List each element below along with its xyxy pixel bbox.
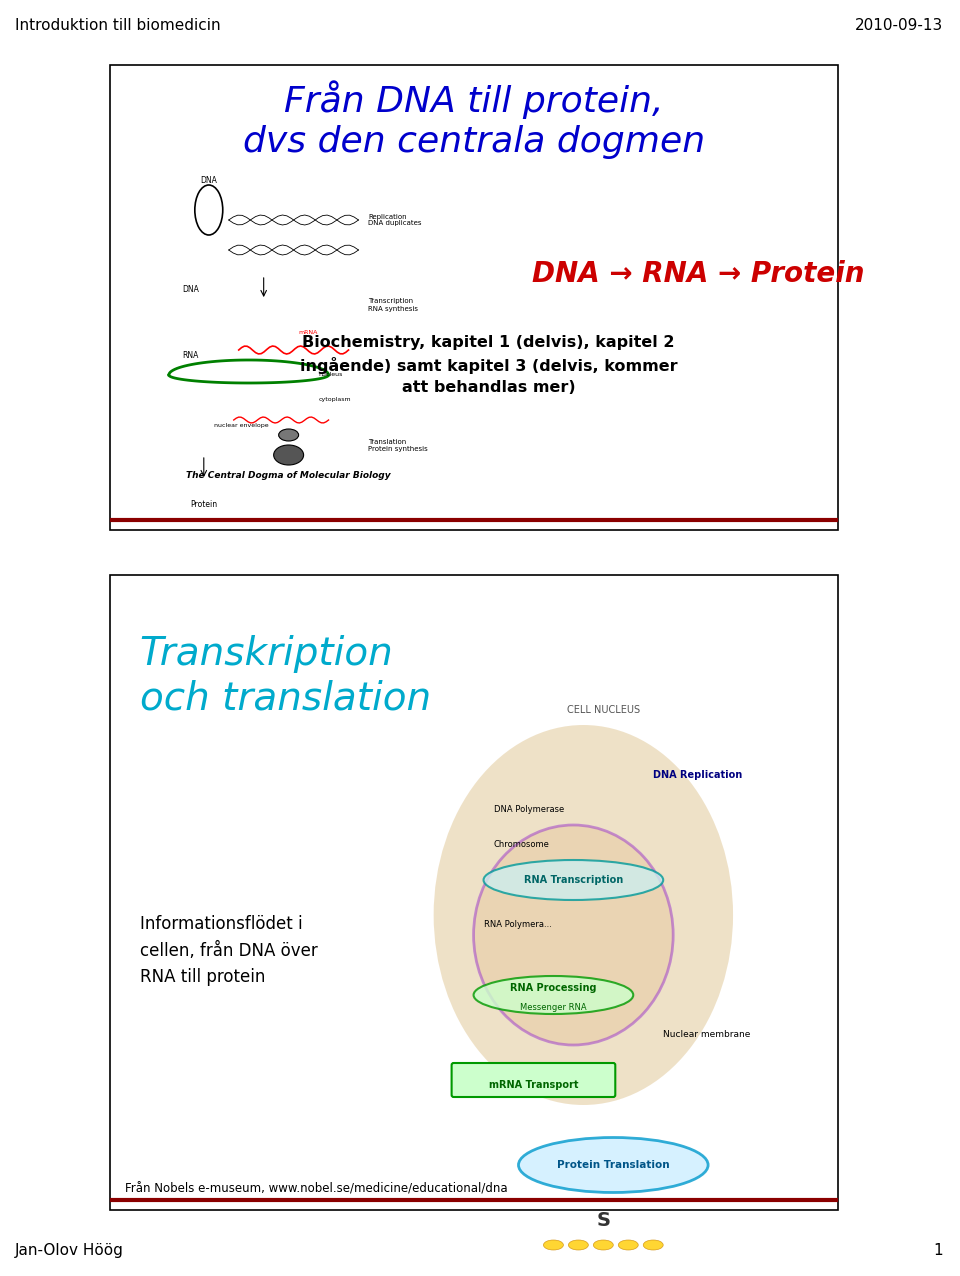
Text: DNA Replication: DNA Replication (653, 769, 742, 780)
Ellipse shape (274, 445, 303, 464)
Text: Från DNA till protein,: Från DNA till protein, (284, 80, 663, 119)
Text: S: S (596, 1211, 611, 1230)
Ellipse shape (543, 1240, 564, 1250)
Text: Nuclear membrane: Nuclear membrane (663, 1030, 751, 1039)
Text: RNA Processing: RNA Processing (510, 983, 597, 993)
Text: RNA Transcription: RNA Transcription (524, 875, 623, 886)
Ellipse shape (568, 1240, 588, 1250)
Text: RNA: RNA (182, 351, 199, 360)
Text: DNA → RNA → Protein: DNA → RNA → Protein (533, 260, 865, 288)
Text: Messenger RNA: Messenger RNA (520, 1003, 587, 1012)
Text: Introduktion till biomedicin: Introduktion till biomedicin (15, 18, 221, 33)
Text: cytoplasm: cytoplasm (319, 398, 351, 402)
Ellipse shape (278, 429, 299, 441)
Text: nuclear envelope: nuclear envelope (214, 422, 269, 427)
Text: CELL NUCLEUS: CELL NUCLEUS (566, 706, 640, 715)
Ellipse shape (618, 1240, 638, 1250)
Text: Chromosome: Chromosome (493, 840, 549, 849)
Ellipse shape (484, 860, 663, 900)
Text: nucleus: nucleus (319, 373, 343, 378)
Bar (109, 575, 838, 1210)
Text: dvs den centrala dogmen: dvs den centrala dogmen (243, 125, 706, 160)
Text: Jan-Olov Höög: Jan-Olov Höög (15, 1243, 124, 1258)
Bar (109, 65, 838, 530)
Text: DNA: DNA (201, 176, 217, 185)
Ellipse shape (473, 826, 673, 1045)
Text: mRNA Transport: mRNA Transport (489, 1079, 578, 1090)
FancyBboxPatch shape (451, 1063, 615, 1097)
Text: DNA: DNA (182, 286, 199, 295)
Text: DNA Polymerase: DNA Polymerase (493, 805, 564, 814)
Text: och translation: och translation (140, 680, 431, 718)
Text: Replication
DNA duplicates: Replication DNA duplicates (369, 213, 422, 227)
Text: The Central Dogma of Molecular Biology: The Central Dogma of Molecular Biology (186, 471, 391, 480)
Text: Biochemistry, kapitel 1 (delvis), kapitel 2
ingående) samt kapitel 3 (delvis, ko: Biochemistry, kapitel 1 (delvis), kapite… (300, 336, 678, 396)
Text: Protein Translation: Protein Translation (557, 1160, 670, 1170)
Text: 2010-09-13: 2010-09-13 (855, 18, 943, 33)
Text: Translation
Protein synthesis: Translation Protein synthesis (369, 439, 428, 452)
Ellipse shape (518, 1137, 708, 1193)
Text: 1: 1 (933, 1243, 943, 1258)
Text: mRNA: mRNA (299, 330, 318, 336)
Ellipse shape (195, 185, 223, 235)
Text: Transkription: Transkription (140, 635, 394, 672)
Text: Protein: Protein (190, 500, 217, 509)
Text: Transcription
RNA synthesis: Transcription RNA synthesis (369, 299, 419, 311)
Text: Från Nobels e-museum, www.nobel.se/medicine/educational/dna: Från Nobels e-museum, www.nobel.se/medic… (125, 1182, 508, 1196)
Ellipse shape (434, 725, 733, 1105)
Ellipse shape (473, 976, 634, 1014)
Text: Informationsflödet i
cellen, från DNA över
RNA till protein: Informationsflödet i cellen, från DNA öv… (140, 915, 318, 986)
Ellipse shape (643, 1240, 663, 1250)
Text: RNA Polymera...: RNA Polymera... (484, 920, 551, 929)
Ellipse shape (593, 1240, 613, 1250)
